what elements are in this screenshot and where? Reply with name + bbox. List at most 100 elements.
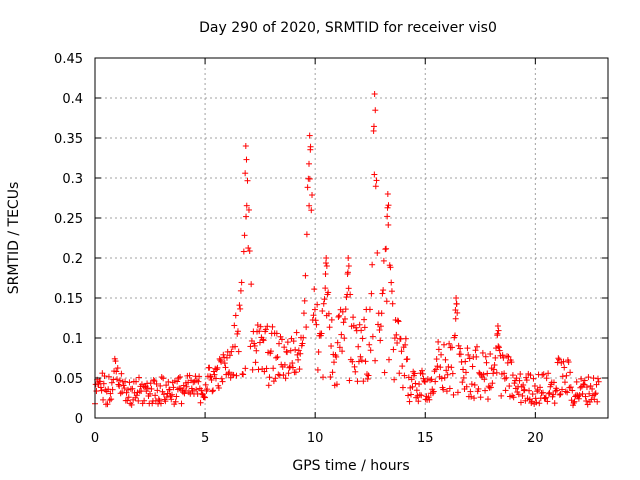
- data-point: [219, 378, 226, 385]
- data-point: [120, 382, 127, 389]
- data-point: [519, 392, 526, 399]
- data-point: [289, 364, 296, 371]
- data-point: [300, 334, 307, 341]
- data-point: [189, 387, 196, 394]
- data-point: [158, 374, 165, 381]
- data-point: [536, 400, 543, 407]
- data-point: [246, 248, 253, 255]
- y-tick-label: 0.25: [54, 212, 83, 227]
- data-point: [322, 271, 329, 277]
- data-point: [516, 377, 523, 384]
- data-point: [559, 386, 566, 393]
- y-axis: 0 0.05 0.1 0.15 0.2 0.25 0.3 0.35 0.4 0.45: [54, 52, 608, 427]
- data-point: [504, 359, 511, 366]
- data-point: [225, 370, 232, 377]
- data-point: [343, 294, 350, 301]
- data-point: [466, 355, 473, 362]
- data-point: [560, 358, 567, 365]
- data-point: [293, 329, 300, 336]
- data-point: [342, 306, 349, 313]
- data-point: [489, 380, 496, 387]
- data-point: [446, 385, 453, 392]
- data-point: [388, 288, 395, 295]
- data-point: [210, 387, 217, 394]
- data-point: [144, 385, 151, 392]
- data-point: [418, 367, 425, 374]
- data-point: [339, 308, 346, 315]
- data-point: [430, 388, 437, 395]
- data-point: [438, 375, 445, 382]
- data-point: [113, 376, 120, 383]
- data-point: [303, 231, 310, 238]
- data-point: [566, 384, 573, 391]
- data-point: [361, 316, 368, 323]
- data-point: [389, 300, 396, 307]
- data-point: [577, 384, 584, 391]
- data-point: [498, 392, 505, 399]
- data-point: [313, 321, 320, 328]
- data-point: [199, 390, 206, 397]
- data-point: [484, 370, 491, 377]
- data-point: [501, 375, 508, 382]
- data-point: [581, 377, 588, 384]
- data-point: [154, 387, 161, 394]
- data-point: [366, 341, 373, 348]
- data-point: [100, 380, 107, 387]
- data-point: [384, 191, 391, 197]
- data-point: [476, 370, 483, 377]
- data-point: [338, 331, 345, 338]
- data-point: [257, 323, 264, 330]
- data-point: [364, 371, 371, 378]
- data-point: [349, 358, 356, 365]
- data-point: [371, 171, 378, 178]
- data-point: [368, 290, 375, 297]
- data-point: [408, 376, 415, 383]
- data-point: [238, 279, 245, 286]
- data-point: [545, 390, 552, 397]
- data-point: [468, 381, 475, 388]
- data-point: [388, 279, 395, 286]
- data-point: [302, 272, 309, 279]
- data-point: [372, 183, 379, 190]
- data-point: [443, 388, 450, 395]
- data-point: [97, 378, 104, 385]
- data-point: [570, 400, 577, 407]
- data-point: [133, 392, 140, 399]
- data-point: [270, 365, 277, 372]
- data-point: [141, 397, 148, 404]
- data-point: [119, 389, 126, 396]
- x-tick-label: 0: [91, 431, 99, 446]
- data-point: [314, 301, 321, 308]
- data-point: [553, 387, 560, 394]
- data-point: [311, 286, 318, 293]
- data-point: [492, 354, 499, 361]
- data-point: [304, 184, 311, 191]
- data-point: [242, 170, 249, 177]
- data-point: [287, 347, 294, 354]
- data-point: [126, 379, 133, 386]
- data-point: [306, 175, 313, 182]
- data-point: [303, 324, 310, 331]
- data-point: [127, 400, 134, 407]
- data-point: [459, 379, 466, 386]
- data-point: [537, 384, 544, 391]
- data-point: [118, 370, 125, 377]
- data-point: [500, 354, 507, 361]
- data-point: [278, 336, 285, 343]
- data-point: [361, 324, 368, 331]
- data-point: [299, 340, 306, 347]
- data-point: [437, 364, 444, 371]
- data-point: [325, 310, 332, 317]
- data-point: [416, 381, 423, 388]
- data-point: [504, 353, 511, 360]
- data-point: [322, 285, 329, 292]
- data-point: [274, 353, 281, 360]
- data-point: [457, 351, 464, 358]
- data-point: [218, 375, 225, 382]
- data-point: [508, 359, 515, 366]
- data-point: [231, 322, 238, 329]
- data-point: [255, 366, 262, 373]
- data-point: [156, 397, 163, 404]
- data-point: [494, 323, 501, 329]
- y-tick-label: 0.1: [62, 332, 83, 347]
